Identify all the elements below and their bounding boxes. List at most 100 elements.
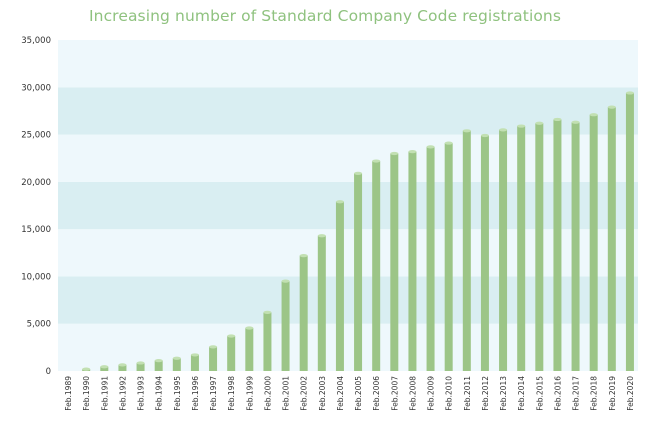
x-tick-label: Feb.2001 xyxy=(282,376,291,411)
bar-cap xyxy=(136,361,145,365)
y-tick-label: 10,000 xyxy=(21,272,51,282)
bar xyxy=(408,151,417,371)
bar xyxy=(589,114,598,371)
bar-cap xyxy=(172,356,181,360)
x-tick-label: Feb.2011 xyxy=(463,376,472,411)
x-tick-label: Feb.1997 xyxy=(209,376,218,411)
x-tick-label: Feb.2002 xyxy=(300,376,309,411)
x-tick-label: Feb.2012 xyxy=(481,376,490,411)
bar xyxy=(190,354,199,371)
x-tick-label: Feb.2017 xyxy=(572,376,581,411)
x-tick-label: Feb.2005 xyxy=(354,376,363,411)
bar-cap xyxy=(517,124,526,128)
bar-cap xyxy=(444,141,453,145)
y-tick-label: 25,000 xyxy=(21,131,51,141)
bar xyxy=(118,364,127,371)
bar-cap xyxy=(190,353,199,357)
x-tick-label: Feb.1989 xyxy=(64,376,73,411)
bar xyxy=(317,235,326,371)
bar xyxy=(209,346,218,371)
bar-cap xyxy=(607,105,616,109)
bar xyxy=(517,126,526,371)
bar xyxy=(100,366,109,371)
x-tick-label: Feb.2013 xyxy=(499,376,508,411)
bar-cap xyxy=(281,279,290,283)
bar xyxy=(299,255,308,371)
bar-cap xyxy=(390,151,399,156)
bar xyxy=(335,201,344,371)
bar-cap xyxy=(408,149,417,154)
bar-cap xyxy=(354,171,363,175)
x-tick-label: Feb.2009 xyxy=(427,376,436,411)
x-tick-label: Feb.2020 xyxy=(626,376,635,411)
bar xyxy=(154,360,163,371)
bar xyxy=(553,119,562,371)
x-tick-label: Feb.1994 xyxy=(155,376,164,411)
x-tick-label: Feb.1993 xyxy=(137,376,146,411)
chart-title: Increasing number of Standard Company Co… xyxy=(88,7,562,25)
x-tick-label: Feb.2015 xyxy=(535,376,544,411)
bar xyxy=(499,129,508,371)
bar-cap xyxy=(227,334,236,338)
x-tick-label: Feb.1990 xyxy=(82,376,91,411)
bar xyxy=(390,153,399,371)
bar xyxy=(625,92,634,372)
bar-cap xyxy=(100,365,109,369)
bar xyxy=(172,358,181,371)
bar-cap xyxy=(263,310,272,314)
grid-band xyxy=(58,276,638,324)
x-tick-label: Feb.2019 xyxy=(608,376,617,411)
bar-cap xyxy=(462,129,471,133)
bar-cap xyxy=(426,145,435,149)
x-tick-label: Feb.2010 xyxy=(445,376,454,411)
x-tick-label: Feb.2008 xyxy=(408,376,417,411)
bar xyxy=(136,362,145,371)
grid-band xyxy=(58,323,638,371)
bar-cap xyxy=(571,120,580,124)
x-tick-label: Feb.1991 xyxy=(100,376,109,411)
bar xyxy=(444,143,453,371)
bar-cap xyxy=(535,121,544,125)
bar xyxy=(245,327,254,371)
grid-band xyxy=(58,229,638,277)
bar-cap xyxy=(480,133,489,138)
x-tick-label: Feb.1999 xyxy=(245,376,254,411)
bar-cap xyxy=(589,113,598,117)
bar-cap xyxy=(317,234,326,238)
bar xyxy=(571,122,580,371)
bar xyxy=(535,123,544,371)
bar xyxy=(480,135,489,371)
x-tick-label: Feb.1998 xyxy=(227,376,236,411)
x-tick-label: Feb.1996 xyxy=(191,376,200,411)
x-tick-label: Feb.1995 xyxy=(173,376,182,411)
x-tick-label: Feb.2004 xyxy=(336,376,345,411)
x-tick-label: Feb.1992 xyxy=(118,376,127,411)
bar xyxy=(281,281,290,371)
grid-band xyxy=(58,87,638,135)
bar xyxy=(426,146,435,371)
y-tick-label: 5,000 xyxy=(27,320,51,330)
bar-cap xyxy=(82,367,91,371)
x-tick-label: Feb.2018 xyxy=(590,376,599,411)
bar-cap xyxy=(118,363,127,367)
y-tick-label: 0 xyxy=(46,367,51,377)
bar xyxy=(263,312,272,371)
x-tick-label: Feb.2003 xyxy=(318,376,327,411)
bar-cap xyxy=(335,200,344,204)
bar-cap xyxy=(553,117,562,122)
x-tick-label: Feb.2014 xyxy=(517,376,526,411)
x-tick-label: Feb.2006 xyxy=(372,376,381,411)
bar xyxy=(462,130,471,371)
bar-cap xyxy=(245,326,254,330)
bar-cap xyxy=(499,128,508,132)
grid-band xyxy=(58,134,638,182)
bar xyxy=(607,107,616,371)
y-tick-label: 15,000 xyxy=(21,225,51,235)
x-tick-label: Feb.2007 xyxy=(390,376,399,411)
x-tick-label: Feb.2000 xyxy=(263,376,272,411)
y-tick-label: 30,000 xyxy=(21,83,51,93)
bar-cap xyxy=(625,91,634,95)
y-tick-label: 20,000 xyxy=(21,178,51,188)
